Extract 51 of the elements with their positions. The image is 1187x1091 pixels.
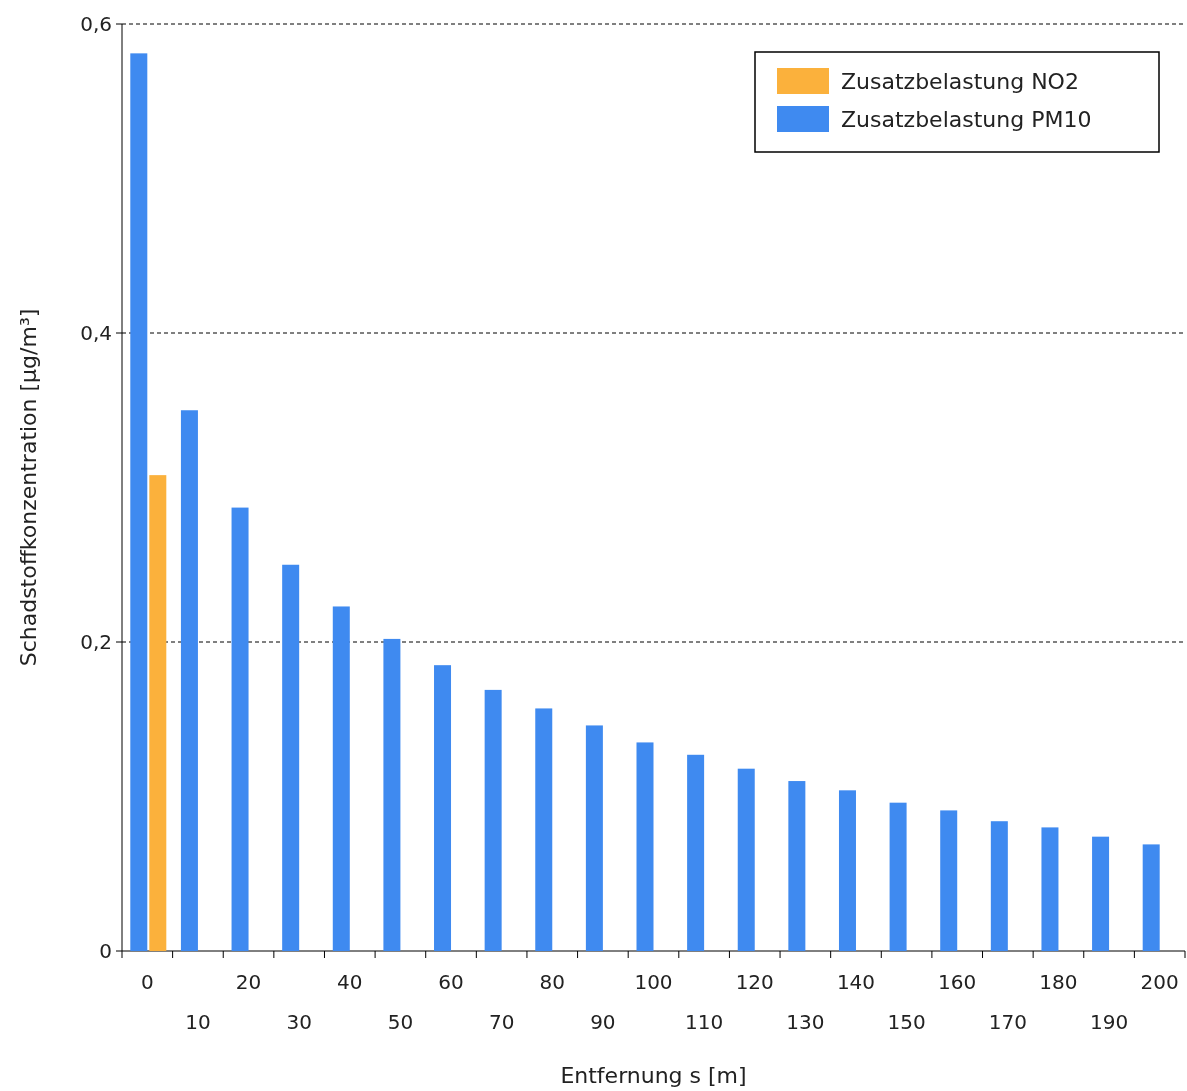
bar xyxy=(434,665,452,951)
x-tick-label: 0 xyxy=(140,970,154,994)
bar xyxy=(636,742,654,951)
x-tick-label: 100 xyxy=(634,970,673,994)
y-axis-title: Schadstoffkonzentration [µg/m³] xyxy=(16,308,41,667)
bar xyxy=(687,754,705,951)
x-tick-label: 40 xyxy=(337,970,363,994)
bar xyxy=(130,53,148,951)
x-tick-label: 150 xyxy=(887,1010,926,1034)
bar xyxy=(585,725,603,951)
x-tick-label: 170 xyxy=(988,1010,1027,1034)
bar xyxy=(231,507,249,951)
x-tick-label: 80 xyxy=(539,970,565,994)
bar xyxy=(889,802,907,951)
bar xyxy=(990,821,1008,951)
y-tick-label: 0,6 xyxy=(80,12,112,36)
x-tick-label: 130 xyxy=(786,1010,825,1034)
bar xyxy=(180,410,198,951)
x-tick-label: 20 xyxy=(235,970,262,994)
x-tick-label: 70 xyxy=(488,1010,515,1034)
legend-label: Zusatzbelastung PM10 xyxy=(841,106,1092,132)
x-tick-label: 110 xyxy=(685,1010,724,1034)
x-tick-label: 200 xyxy=(1140,970,1179,994)
y-tick-label: 0,2 xyxy=(80,630,112,654)
x-tick-label: 180 xyxy=(1039,970,1078,994)
x-tick-label: 140 xyxy=(836,970,876,994)
x-tick-label: 10 xyxy=(185,1010,211,1034)
bar xyxy=(282,564,300,951)
x-tick-label: 60 xyxy=(438,970,464,994)
bar xyxy=(940,810,958,951)
x-tick-label: 50 xyxy=(387,1010,414,1034)
x-tick-label: 190 xyxy=(1089,1010,1129,1034)
y-tick-label: 0 xyxy=(99,939,112,963)
x-tick-label: 120 xyxy=(735,970,774,994)
bar xyxy=(535,708,553,951)
bar xyxy=(1092,836,1110,951)
y-tick-label: 0,4 xyxy=(80,321,112,345)
x-axis-title: Entfernung s [m] xyxy=(560,1063,747,1088)
bar xyxy=(788,781,806,951)
x-tick-label: 160 xyxy=(938,970,977,994)
bar xyxy=(838,790,856,951)
legend-label: Zusatzbelastung NO2 xyxy=(841,68,1079,94)
bar xyxy=(383,638,401,951)
bar xyxy=(1041,827,1059,951)
x-tick-label: 90 xyxy=(590,1010,616,1034)
bar xyxy=(149,475,167,951)
x-tick-label: 30 xyxy=(286,1010,312,1034)
bar xyxy=(484,689,502,951)
bar xyxy=(1142,844,1160,951)
bar xyxy=(332,606,350,951)
bar xyxy=(737,768,755,951)
